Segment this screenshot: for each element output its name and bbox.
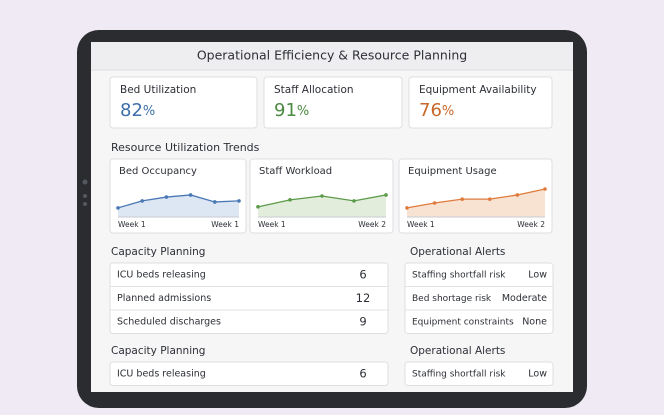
kpi-unit: % [442,104,454,119]
point [140,199,144,203]
point [116,206,120,210]
kpi-number: 82 [120,100,143,121]
row-value: 12 [356,291,371,305]
x-label: Week 2 [517,220,545,229]
point [405,206,409,210]
chart-title: Bed Occupancy [119,166,197,177]
point [164,195,169,199]
kpi-label: Equipment Availability [419,84,537,96]
point [256,205,260,209]
row-label: ICU beds releasing [117,368,206,379]
card [263,76,403,129]
point [460,197,465,201]
row-label: ICU beds releasing [117,269,206,280]
chart-title: Staff Workload [259,166,332,177]
row-label: Planned admissions [117,293,211,304]
x-label: Week 1 [258,220,286,229]
alert-status: Low [528,368,547,379]
point [213,200,217,204]
row-label: Scheduled discharges [117,316,221,327]
point [432,201,437,205]
section-title: Resource Utilization Trends [111,141,260,154]
alert-status: Low [528,269,547,280]
card [109,76,258,129]
kpi-unit: % [143,104,155,119]
sensor [83,202,87,206]
section-title: Capacity Planning [111,345,205,357]
camera [82,179,88,185]
alert-label: Equipment constraints [412,317,514,327]
point [237,199,241,203]
point [352,199,356,203]
card [404,361,554,386]
chart-title: Equipment Usage [408,166,497,177]
alert-label: Bed shortage risk [412,294,492,304]
x-label: Week 1 [118,220,146,229]
section-title: Operational Alerts [410,246,505,258]
point [288,198,292,202]
point [188,193,193,197]
point [515,193,520,197]
card [408,76,553,129]
x-label: Week 1 [211,220,239,229]
card [404,262,554,334]
sensor [83,194,87,198]
kpi-value: 76% [419,100,454,121]
point [384,193,388,197]
kpi-value: 91% [274,100,309,121]
kpi-number: 91 [274,100,297,121]
row-value: 6 [359,366,366,380]
trend-line [406,188,546,209]
alert-label: Staffing shortfall risk [412,369,506,379]
section-title: Operational Alerts [410,345,505,357]
row-value: 9 [359,314,366,328]
x-label: Week 2 [358,220,386,229]
kpi-number: 76 [419,100,442,121]
point [320,194,324,198]
trend-line [117,194,240,209]
point [488,197,492,201]
header-bar [91,42,573,70]
alert-status: Moderate [502,293,547,304]
kpi-value: 82% [120,100,155,121]
x-label: Week 1 [407,220,435,229]
kpi-unit: % [297,104,309,119]
card [109,361,389,386]
row-value: 6 [359,267,366,281]
kpi-label: Bed Utilization [120,84,196,96]
page-title: Operational Efficiency & Resource Planni… [197,48,467,63]
card [109,262,389,334]
kpi-label: Staff Allocation [274,84,354,96]
alert-status: None [522,316,547,327]
section-title: Capacity Planning [111,246,205,258]
alert-label: Staffing shortfall risk [412,270,506,280]
point [543,187,547,191]
